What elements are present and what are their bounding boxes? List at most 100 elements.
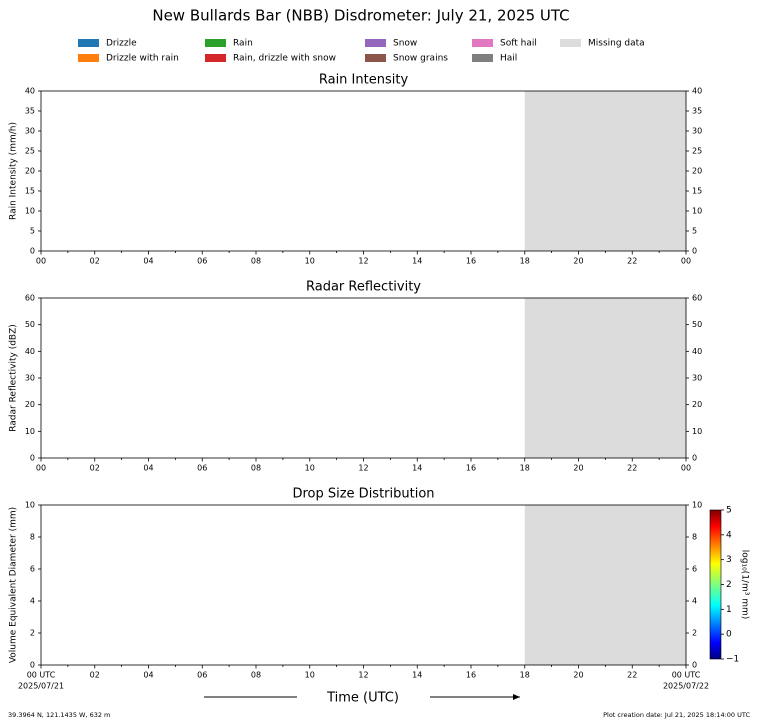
x-tick-label: 10 [305, 464, 315, 473]
y-tick-label: 50 [692, 320, 702, 329]
x-tick-label: 08 [251, 671, 261, 680]
legend-swatch [365, 54, 386, 62]
colorbar-label: log₁₀(1/m³ mm) [740, 550, 750, 620]
y-tick-label: 40 [692, 87, 702, 96]
y-tick-label: 20 [25, 400, 35, 409]
x-tick-label: 10 [305, 257, 315, 266]
y-tick-label: 30 [692, 374, 702, 383]
legend-swatch [205, 54, 226, 62]
x-tick-label: 04 [143, 671, 153, 680]
colorbar-tick-label: 3 [726, 555, 732, 565]
missing-data [524, 91, 686, 251]
legend-swatch [78, 39, 99, 47]
creation-date: Plot creation date: Jul 21, 2025 18:14:0… [603, 711, 750, 719]
y-tick-label: 35 [692, 107, 702, 116]
x-tick-label: 20 [573, 671, 583, 680]
x-tick-label: 00 [36, 464, 46, 473]
y-tick-label: 2 [30, 629, 35, 638]
x-tick-label: 22 [627, 464, 637, 473]
x-tick-label: 22 [627, 671, 637, 680]
colorbar-tick-label: 0 [726, 630, 732, 640]
y-tick-label: 30 [25, 127, 35, 136]
y-tick-label: 15 [25, 187, 35, 196]
y-tick-label: 10 [692, 501, 702, 510]
x-tick-label: 20 [573, 464, 583, 473]
y-tick-label: 6 [30, 565, 35, 574]
y-tick-label: 50 [25, 320, 35, 329]
y-tick-label: 10 [25, 207, 35, 216]
colorbar-tick-label: 1 [726, 605, 732, 615]
y-tick-label: 5 [30, 227, 35, 236]
y-tick-label: 60 [692, 294, 702, 303]
x-tick-label: 04 [143, 464, 153, 473]
colorbar-tick-label: −1 [726, 655, 739, 665]
x-tick-label: 14 [412, 257, 422, 266]
x-tick-label: 00 [681, 464, 691, 473]
legend-swatch [205, 39, 226, 47]
y-tick-label: 20 [692, 400, 702, 409]
colorbar-tick-label: 4 [726, 530, 732, 540]
y-tick-label: 20 [692, 167, 702, 176]
y-tick-label: 35 [25, 107, 35, 116]
y-tick-label: 20 [25, 167, 35, 176]
legend-label: Rain, drizzle with snow [233, 54, 336, 64]
y-tick-label: 15 [692, 187, 702, 196]
x-tick-label: 14 [412, 464, 422, 473]
x-tick-label: 18 [520, 464, 530, 473]
legend-swatch [472, 54, 493, 62]
x-tick-label: 20 [573, 257, 583, 266]
y-tick-label: 2 [692, 629, 697, 638]
x-tick-label: 16 [466, 671, 476, 680]
y-tick-label: 60 [25, 294, 35, 303]
legend-swatch [560, 39, 581, 47]
x-axis-label: Time (UTC) [326, 691, 399, 706]
x-date-label: 2025/07/22 [663, 682, 709, 691]
x-tick-label: 14 [412, 671, 422, 680]
x-tick-label: 08 [251, 257, 261, 266]
arrow-head [513, 694, 520, 700]
x-date-label: 2025/07/21 [18, 682, 64, 691]
x-tick-label: 10 [305, 671, 315, 680]
y-tick-label: 40 [25, 87, 35, 96]
x-tick-label: 04 [143, 257, 153, 266]
y-axis-label: Rain Intensity (mm/h) [9, 122, 19, 220]
y-tick-label: 0 [30, 454, 35, 463]
y-tick-label: 10 [25, 501, 35, 510]
legend-label: Rain [233, 39, 253, 49]
y-tick-label: 8 [30, 533, 35, 542]
colorbar-tick-label: 5 [726, 506, 732, 516]
legend-swatch [472, 39, 493, 47]
y-tick-label: 25 [25, 147, 35, 156]
y-axis-label: Radar Reflectivity (dBZ) [9, 324, 19, 432]
y-tick-label: 0 [692, 247, 697, 256]
y-tick-label: 8 [692, 533, 697, 542]
legend-swatch [78, 54, 99, 62]
x-tick-label: 02 [90, 464, 100, 473]
missing-data [524, 298, 686, 458]
x-tick-label: 00 [36, 257, 46, 266]
y-tick-label: 0 [30, 247, 35, 256]
x-tick-label: 06 [197, 671, 207, 680]
legend-label: Snow grains [393, 54, 448, 64]
panel-title: Drop Size Distribution [292, 487, 434, 502]
x-tick-label: 16 [466, 257, 476, 266]
x-tick-label: 02 [90, 671, 100, 680]
y-tick-label: 4 [30, 597, 35, 606]
x-tick-label: 02 [90, 257, 100, 266]
y-tick-label: 5 [692, 227, 697, 236]
x-tick-label: 06 [197, 257, 207, 266]
legend-label: Missing data [588, 39, 645, 49]
legend-label: Hail [500, 54, 517, 64]
panel-title: Rain Intensity [319, 73, 409, 88]
x-tick-label: 12 [358, 257, 368, 266]
x-tick-label: 12 [358, 671, 368, 680]
legend-swatch [365, 39, 386, 47]
y-tick-label: 25 [692, 147, 702, 156]
x-tick-label: 08 [251, 464, 261, 473]
legend-label: Snow [393, 39, 417, 49]
y-tick-label: 10 [25, 427, 35, 436]
y-axis-label: Volume Equivalent Diameter (mm) [9, 507, 19, 663]
x-tick-label: 00 UTC [27, 671, 56, 680]
y-tick-label: 30 [692, 127, 702, 136]
